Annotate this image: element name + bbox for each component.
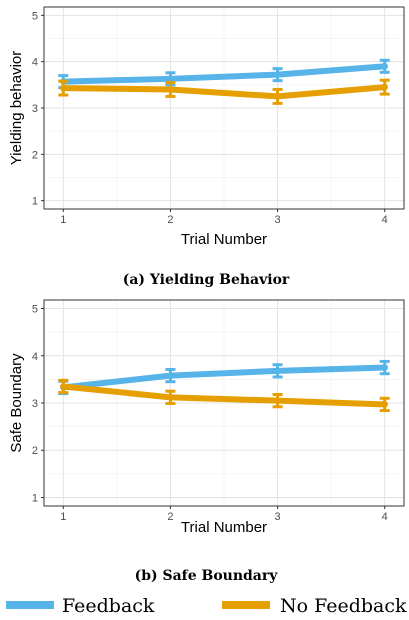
chart1-x-tick-label: 3 [275, 511, 281, 523]
chart0-x-tick-label: 4 [382, 214, 388, 226]
chart0-no-feedback-point [274, 93, 280, 99]
chart1-x-tick-label: 4 [382, 511, 388, 523]
chart1-y-tick-label: 5 [32, 304, 38, 316]
chart-caption-b: (b) Safe Boundary [135, 568, 279, 584]
legend-label-feedback: Feedback [62, 595, 155, 617]
chart-panel-b: 1 2 3 4 5 1 2 3 4 Trial Number Safe Boundary [8, 300, 404, 536]
chart0-no-feedback-point [382, 84, 388, 90]
chart1-x-axis-title: Trial Number [181, 519, 267, 536]
chart0-x-tick-label: 3 [275, 214, 281, 226]
chart1-feedback-point [167, 372, 173, 378]
legend: Feedback No Feedback [6, 595, 407, 617]
chart-caption-a: (a) Yielding Behavior [123, 272, 290, 288]
chart1-feedback-point [382, 364, 388, 370]
chart1-y-tick-label: 1 [32, 492, 38, 504]
chart0-feedback-point [382, 63, 388, 69]
chart1-y-axis-title: Safe Boundary [8, 353, 25, 453]
chart0-y-axis-title: Yielding behavior [8, 51, 25, 166]
legend-label-no-feedback: No Feedback [280, 595, 407, 617]
chart1-no-feedback-point [382, 401, 388, 407]
chart0-feedback-point [274, 71, 280, 77]
chart1-no-feedback-point [60, 383, 66, 389]
chart0-no-feedback-point [60, 85, 66, 91]
chart0-y-tick-label: 4 [32, 57, 38, 69]
chart1-y-tick-label: 4 [32, 351, 38, 363]
chart1-feedback-point [274, 368, 280, 374]
chart0-y-tick-label: 3 [32, 103, 38, 115]
chart1-x-tick-label: 1 [60, 511, 66, 523]
chart0-no-feedback-point [167, 86, 173, 92]
chart1-x-tick-label: 2 [167, 511, 173, 523]
chart0-x-tick-label: 2 [167, 214, 173, 226]
chart0-y-tick-label: 2 [32, 149, 38, 161]
legend-swatch-feedback [6, 601, 54, 609]
chart0-x-axis-title: Trial Number [181, 231, 267, 248]
chart1-no-feedback-point [167, 394, 173, 400]
chart1-y-tick-label: 3 [32, 398, 38, 410]
chart-panel-a: 1 2 3 4 5 1 2 3 4 Trial Number Yielding behavior [8, 7, 404, 248]
chart1-y-tick-label: 2 [32, 445, 38, 457]
chart0-y-tick-label: 5 [32, 10, 38, 22]
legend-swatch-no-feedback [222, 601, 270, 609]
chart1-no-feedback-point [274, 397, 280, 403]
chart0-y-tick-label: 1 [32, 196, 38, 208]
chart0-x-tick-label: 1 [60, 214, 66, 226]
